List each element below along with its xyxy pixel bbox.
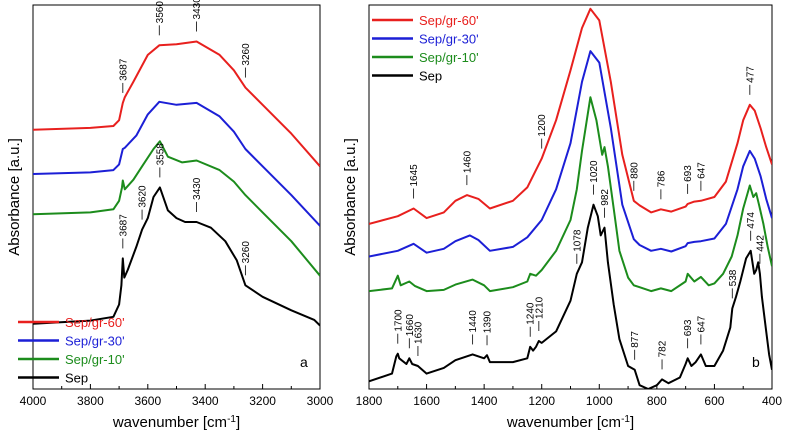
series-line-sep-gr-60- xyxy=(369,7,772,225)
series-line-sep-gr-10- xyxy=(369,96,772,293)
series-line-sep-gr-30- xyxy=(369,50,772,258)
x-tick-label: 600 xyxy=(704,394,724,408)
peak-label: 3560 xyxy=(155,1,166,24)
peak-label: 3620 xyxy=(138,185,149,208)
x-axis-title: wavenumber [cm-1] xyxy=(506,414,634,432)
panel-letter: b xyxy=(752,354,760,370)
legend-label: Sep/gr-60' xyxy=(65,315,125,330)
peak-label: 3430 xyxy=(192,177,203,200)
peak-label: 1200 xyxy=(537,114,548,137)
peak-label: 3260 xyxy=(241,241,252,264)
series-line-sep-gr-60- xyxy=(33,40,320,167)
x-tick-label: 1600 xyxy=(413,394,440,408)
x-tick-label: 3600 xyxy=(134,394,161,408)
x-tick-label: 3000 xyxy=(307,394,334,408)
x-tick-label: 1800 xyxy=(356,394,383,408)
peak-label: 1660 xyxy=(405,314,416,337)
series-line-sep xyxy=(33,186,320,327)
x-tick-label: 1200 xyxy=(528,394,555,408)
peak-label: 786 xyxy=(656,170,667,187)
peak-label: 647 xyxy=(696,162,707,179)
peak-label: 442 xyxy=(755,235,766,252)
peak-label: 1460 xyxy=(462,150,473,173)
peak-label: 1240 xyxy=(526,302,537,325)
legend-b: Sep/gr-60' Sep/gr-30' Sep/gr-10' Sep xyxy=(372,13,479,84)
x-tick-label: 4000 xyxy=(20,394,47,408)
peak-label: 880 xyxy=(629,162,640,179)
x-tick-label: 3200 xyxy=(249,394,276,408)
y-axis-title: Absorbance [a.u.] xyxy=(6,138,23,256)
panel-b: 1800 1600 1400 1200 1000 800 600 400 wavenumber … xyxy=(342,4,782,432)
legend-label: Sep/gr-60' xyxy=(419,13,479,28)
x-tick-label: 3800 xyxy=(77,394,104,408)
peak-label: 3687 xyxy=(118,58,129,81)
series-line-sep xyxy=(369,203,772,389)
y-axis-title: Absorbance [a.u.] xyxy=(342,138,359,256)
x-tick-label: 400 xyxy=(762,394,782,408)
panel-letter: a xyxy=(300,354,308,370)
peak-label: 538 xyxy=(728,269,739,286)
x-tick-label: 1400 xyxy=(471,394,498,408)
x-tick-label: 800 xyxy=(647,394,667,408)
peak-label: 877 xyxy=(630,331,641,348)
peak-label: 1078 xyxy=(572,229,583,252)
peak-label: 647 xyxy=(696,315,707,332)
legend-label: Sep/gr-30' xyxy=(65,334,125,349)
legend-label: Sep xyxy=(65,371,88,386)
legend-a: Sep/gr-60' Sep/gr-30' Sep/gr-10' Sep xyxy=(18,315,125,386)
peak-label: 1210 xyxy=(534,296,545,319)
legend-label: Sep/gr-10' xyxy=(419,50,479,65)
peak-label: 474 xyxy=(746,212,757,229)
x-tick-label: 3400 xyxy=(192,394,219,408)
peak-label: 693 xyxy=(683,319,694,336)
peak-label: 3687 xyxy=(118,214,129,237)
legend-label: Sep/gr-30' xyxy=(419,32,479,47)
x-tick-label: 1000 xyxy=(586,394,613,408)
peak-label: 1700 xyxy=(393,309,404,332)
peak-label: 982 xyxy=(600,189,611,206)
series-line-sep-gr-30- xyxy=(33,100,320,227)
plot-frame-a xyxy=(32,4,321,390)
peak-label: 1390 xyxy=(483,311,494,334)
peak-label: 782 xyxy=(658,340,669,357)
peak-label: 1440 xyxy=(468,310,479,333)
peak-label: 3430 xyxy=(192,0,203,19)
peak-label: 693 xyxy=(683,165,694,182)
peak-label: 1020 xyxy=(589,160,600,183)
legend-label: Sep xyxy=(419,69,442,84)
peak-label: 1630 xyxy=(413,321,424,344)
peak-label: 477 xyxy=(745,66,756,83)
series-line-sep-gr-10- xyxy=(33,140,320,277)
peak-label: 3260 xyxy=(241,43,252,66)
x-axis-title: wavenumber [cm-1] xyxy=(112,414,240,432)
legend-label: Sep/gr-10' xyxy=(65,352,125,367)
peak-label: 1645 xyxy=(409,164,420,187)
panel-a: 4000 3800 3600 3400 3200 3000 wavenumber [cm-1… xyxy=(6,0,334,431)
peak-label: 3558 xyxy=(155,143,166,166)
